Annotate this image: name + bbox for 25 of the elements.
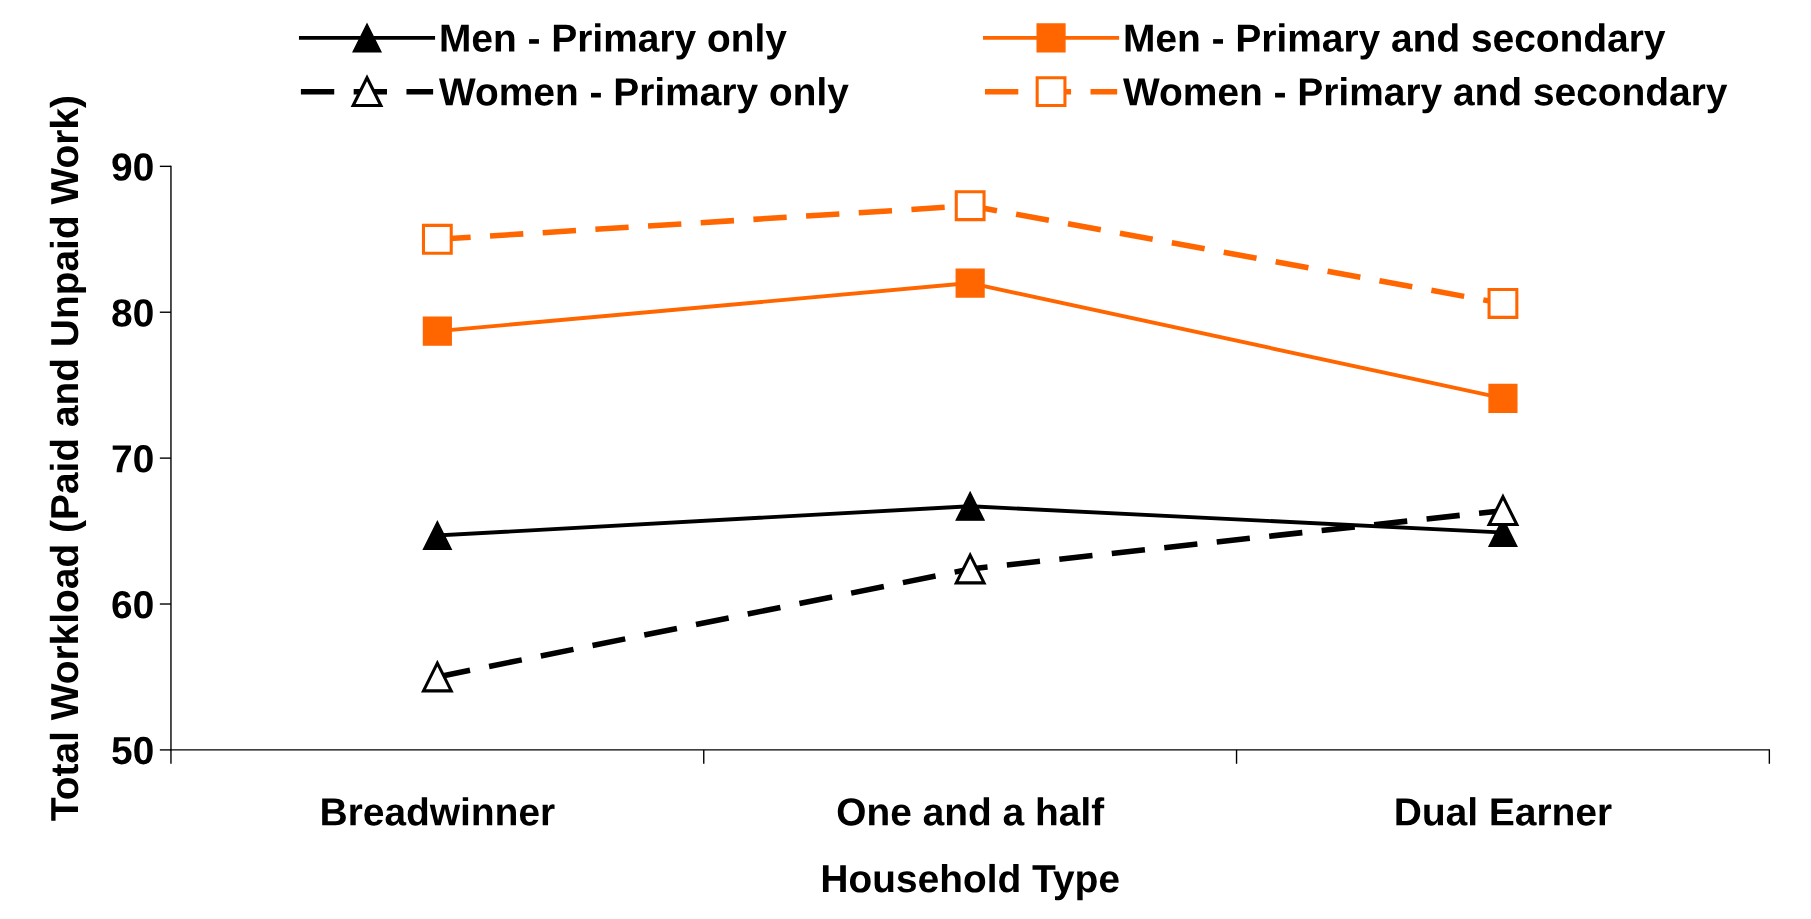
y-tick-label: 80 xyxy=(112,299,153,327)
point xyxy=(422,520,452,551)
y-axis-title: Total Workload (Paid and Unpaid Work) xyxy=(49,97,87,821)
legend-label: Men - Primary and secondary xyxy=(1125,23,1666,60)
point xyxy=(955,491,985,521)
legend-label: Women - Primary and secondary xyxy=(1123,77,1728,114)
y-tick-label: 70 xyxy=(112,445,153,473)
point xyxy=(954,190,986,222)
point xyxy=(1488,383,1518,413)
y-tick-label: 50 xyxy=(112,736,153,765)
x-tick-label: One and a half xyxy=(837,797,1105,826)
y-tick-label: 60 xyxy=(112,590,153,619)
x-axis-title: Household Type xyxy=(822,863,1119,901)
point xyxy=(954,553,986,585)
point xyxy=(421,223,453,255)
legend-label: Men - Primary only xyxy=(441,23,787,60)
point xyxy=(955,268,985,298)
x-tick-label: Dual Earner xyxy=(1396,797,1612,826)
point xyxy=(1487,288,1519,319)
legend-label: Women - Primary only xyxy=(439,77,849,114)
point xyxy=(421,661,453,693)
point xyxy=(422,316,452,346)
y-tick-label: 90 xyxy=(112,153,153,181)
x-tick-label: Breadwinner xyxy=(322,797,555,826)
point xyxy=(1487,495,1519,527)
